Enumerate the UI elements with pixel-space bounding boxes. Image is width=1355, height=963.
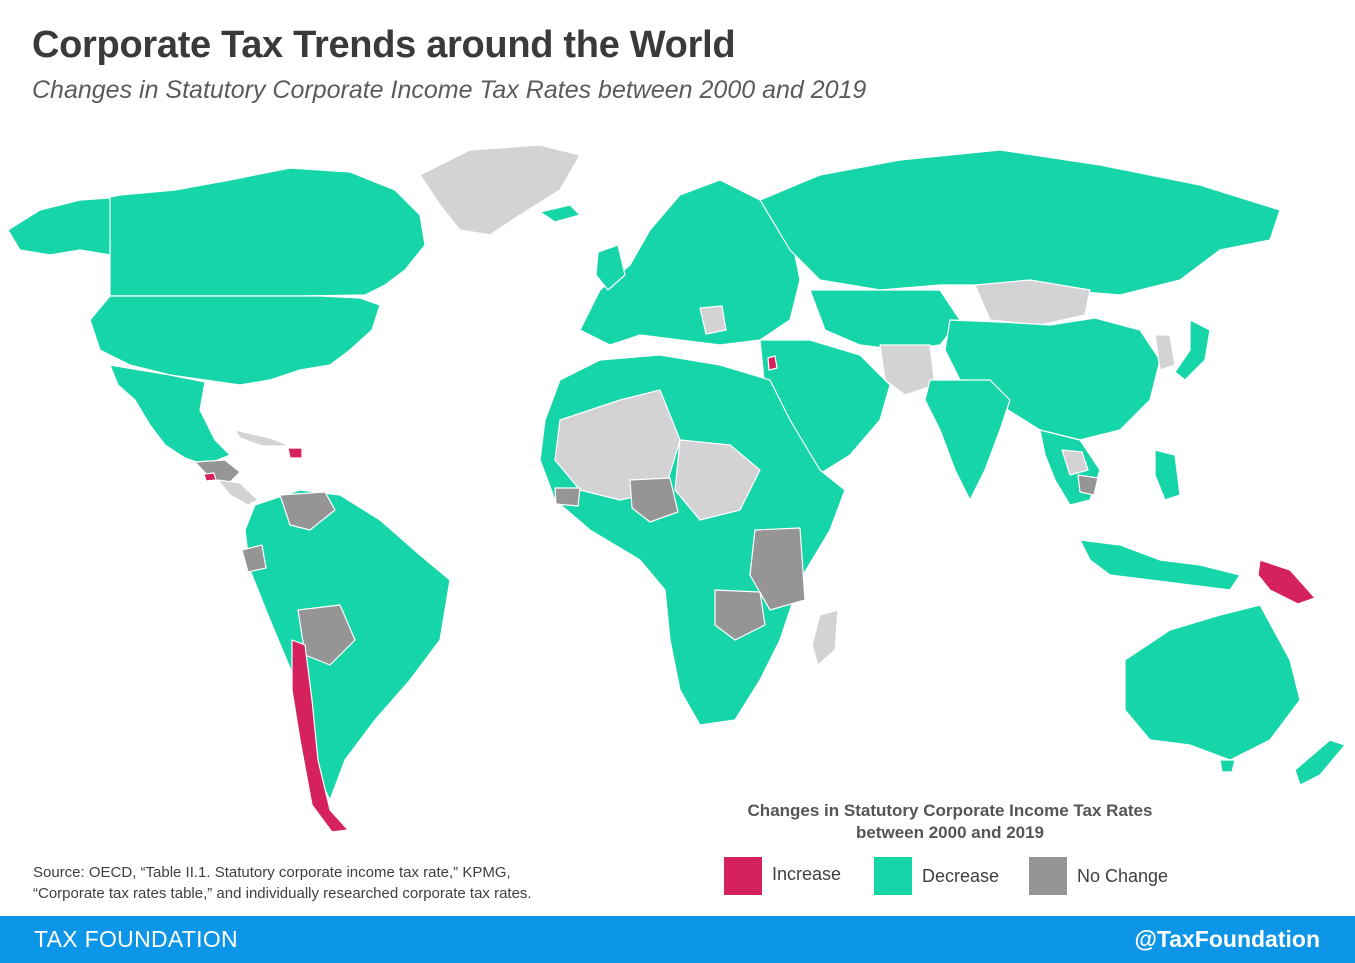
- footer-bar: TAX FOUNDATION @TaxFoundation: [0, 916, 1355, 963]
- footer-brand: TAX FOUNDATION: [34, 926, 238, 952]
- region-vietnam-laos: [1077, 474, 1099, 496]
- region-greenland: [419, 144, 581, 236]
- legend-label-no-change: No Change: [1077, 865, 1169, 886]
- page-title: Corporate Tax Trends around the World: [32, 24, 736, 66]
- legend-label-decrease: Decrease: [922, 865, 1000, 886]
- region-alaska: [7, 197, 111, 256]
- region-korea: [1154, 334, 1176, 371]
- region-balkans: [699, 305, 727, 335]
- region-chile: [291, 639, 349, 833]
- legend-item-decrease: Decrease: [874, 857, 999, 895]
- region-lebanon: [767, 355, 778, 371]
- legend-swatch-no-change: [1029, 857, 1067, 895]
- region-iceland: [539, 204, 581, 223]
- footer-twitter-handle[interactable]: @TaxFoundation: [1134, 926, 1320, 952]
- legend-title: Changes in Statutory Corporate Income Ta…: [700, 800, 1200, 844]
- region-zambia-zimbabwe: [714, 589, 766, 641]
- legend-label-increase: Increase: [772, 863, 842, 884]
- legend-item-no-change: No Change: [1029, 857, 1168, 895]
- region-costa-rica-panama: [217, 479, 259, 506]
- world-map: [7, 144, 1346, 833]
- legend-item-increase: Increase: [724, 857, 841, 895]
- region-mongolia: [974, 279, 1091, 326]
- region-sudan-chad: [674, 439, 761, 521]
- legend-title-line1: Changes in Statutory Corporate Income Ta…: [747, 801, 1153, 820]
- region-japan: [1174, 319, 1211, 381]
- region-guinea: [554, 487, 581, 507]
- region-australia: [1124, 604, 1301, 761]
- region-philippines: [1154, 449, 1181, 501]
- region-new-zealand: [1294, 739, 1346, 786]
- region-india: [924, 379, 1011, 501]
- legend-swatch-decrease: [874, 857, 912, 895]
- source-line-1: Source: OECD, “Table II.1. Statutory cor…: [33, 864, 511, 881]
- region-thailand-cambodia: [1061, 449, 1089, 476]
- legend-title-line2: between 2000 and 2019: [855, 823, 1045, 842]
- legend-swatch-increase: [724, 857, 762, 895]
- region-united-states: [89, 295, 381, 386]
- region-indonesia-malaysia: [1079, 539, 1241, 591]
- region-cuba: [234, 429, 291, 447]
- source-line-2: “Corporate tax rates table,” and individ…: [33, 885, 532, 902]
- region-ecuador: [241, 544, 267, 573]
- region-dominican-republic: [287, 447, 303, 459]
- region-east-africa: [749, 527, 806, 611]
- region-tasmania: [1219, 759, 1236, 773]
- region-nigeria: [629, 477, 679, 523]
- source-note: Source: OECD, “Table II.1. Statutory cor…: [33, 862, 633, 904]
- region-central-asia: [809, 289, 961, 351]
- region-afghanistan-pakistan: [879, 344, 936, 396]
- region-madagascar: [811, 609, 839, 666]
- page-subtitle: Changes in Statutory Corporate Income Ta…: [32, 76, 867, 104]
- region-papua-new-guinea: [1257, 559, 1316, 605]
- region-venezuela: [279, 491, 336, 531]
- region-el-salvador: [203, 472, 217, 482]
- region-central-america: [194, 459, 241, 483]
- region-russia: [759, 149, 1281, 296]
- region-uk: [595, 244, 626, 291]
